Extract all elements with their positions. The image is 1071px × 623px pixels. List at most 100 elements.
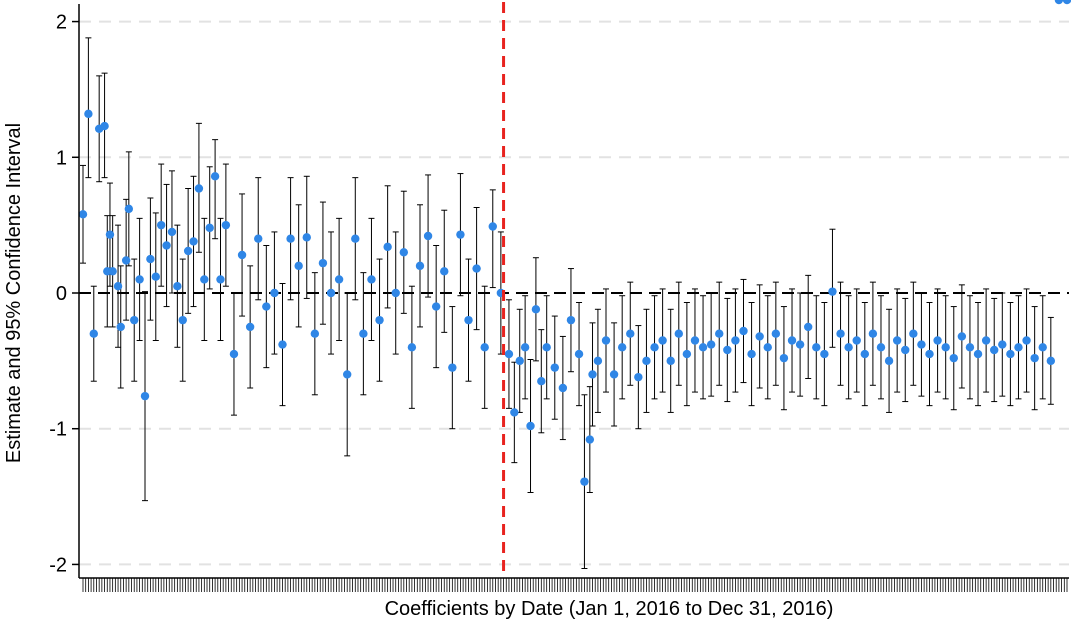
estimate-point (270, 288, 279, 298)
x-axis-title: Coefficients by Date (Jan 1, 2016 to Dec… (385, 598, 834, 620)
estimate-point (302, 233, 311, 242)
estimate-point (1062, 0, 1071, 5)
estimate-point (884, 356, 894, 366)
estimate-point (156, 220, 166, 230)
estimate-point (812, 343, 821, 352)
estimate-point (229, 349, 239, 359)
y-tick-label: -1 (49, 419, 67, 441)
estimate-point (310, 329, 320, 338)
estimate-point (415, 261, 425, 271)
estimate-point (464, 315, 473, 325)
estimate-point (113, 282, 123, 291)
estimate-point (221, 220, 231, 230)
estimate-point (1054, 0, 1064, 5)
y-axis-ticks: -2 -1 0 1 2 (49, 12, 79, 576)
estimate-point (715, 329, 724, 338)
estimate-point (892, 336, 902, 345)
estimate-point (278, 340, 287, 349)
estimate-point (973, 349, 983, 359)
estimate-point (698, 343, 708, 352)
estimate-point (609, 370, 619, 379)
estimate-point (480, 343, 489, 352)
estimate-point (965, 343, 975, 352)
estimate-point (89, 329, 98, 338)
estimate-point (593, 356, 603, 366)
estimate-point (588, 370, 597, 379)
estimate-point (666, 356, 675, 366)
y-tick-label: 1 (56, 147, 67, 169)
estimate-point (520, 343, 530, 352)
estimate-point (391, 288, 400, 298)
confidence-intervals (80, 0, 1070, 569)
estimate-point (949, 353, 958, 363)
estimate-point (162, 241, 171, 250)
estimate-point (941, 343, 950, 352)
estimate-point (876, 343, 886, 352)
estimate-point (135, 275, 144, 284)
estimate-point (189, 237, 198, 246)
estimate-point (205, 223, 214, 233)
x-axis-ticks (82, 578, 1068, 592)
estimate-point (334, 275, 344, 284)
estimate-point (828, 287, 837, 296)
estimate-point (167, 227, 177, 237)
estimate-point (407, 343, 417, 352)
estimate-point (173, 282, 182, 291)
estimate-point (440, 267, 449, 276)
estimate-point (755, 332, 764, 341)
estimate-point (375, 315, 384, 325)
estimate-point (601, 336, 611, 345)
estimate-point (105, 230, 115, 239)
estimate-point (998, 340, 1007, 349)
estimate-point (537, 377, 546, 386)
estimate-point (674, 329, 683, 338)
estimate-point (706, 340, 716, 349)
estimate-point (558, 383, 568, 393)
y-axis-title: Estimate and 95% Confidence Interval (3, 123, 25, 463)
estimate-point (130, 315, 139, 325)
estimate-point (925, 349, 934, 359)
estimate-point (763, 343, 772, 352)
estimate-point (917, 340, 926, 349)
estimate-point (121, 256, 131, 265)
estimate-point (84, 109, 93, 119)
estimate-point (326, 288, 336, 298)
estimate-point (580, 477, 589, 486)
estimate-point (200, 275, 209, 284)
estimate-point (1014, 343, 1023, 352)
estimate-point (488, 222, 497, 231)
estimate-point (100, 121, 109, 131)
y-tick-label: 0 (56, 283, 67, 305)
estimate-point (860, 349, 870, 359)
estimate-point (116, 322, 125, 332)
estimate-point (585, 435, 595, 444)
gridlines (79, 20, 1069, 566)
estimate-point (990, 345, 999, 355)
estimate-point (723, 345, 732, 355)
estimate-point (526, 421, 535, 431)
estimate-point (795, 340, 805, 349)
estimate-point (383, 242, 392, 252)
estimate-point (1022, 336, 1031, 345)
estimate-point (836, 329, 845, 338)
estimate-point (852, 336, 861, 345)
estimate-point (1006, 349, 1015, 359)
estimate-point (423, 231, 433, 241)
estimate-point (124, 204, 134, 214)
estimate-point (351, 234, 360, 243)
estimate-point (634, 372, 643, 382)
estimate-point (739, 326, 748, 336)
estimate-point (472, 264, 481, 273)
estimate-point (151, 272, 160, 281)
y-tick-label: -2 (49, 554, 67, 576)
estimate-point (1046, 356, 1056, 366)
estimate-point (367, 275, 376, 284)
estimate-point (779, 353, 789, 363)
estimate-point (690, 336, 700, 345)
estimate-point (957, 332, 967, 341)
estimate-point (431, 302, 441, 311)
estimate-point (787, 336, 797, 345)
estimate-point (245, 322, 255, 332)
estimate-point (531, 305, 541, 314)
